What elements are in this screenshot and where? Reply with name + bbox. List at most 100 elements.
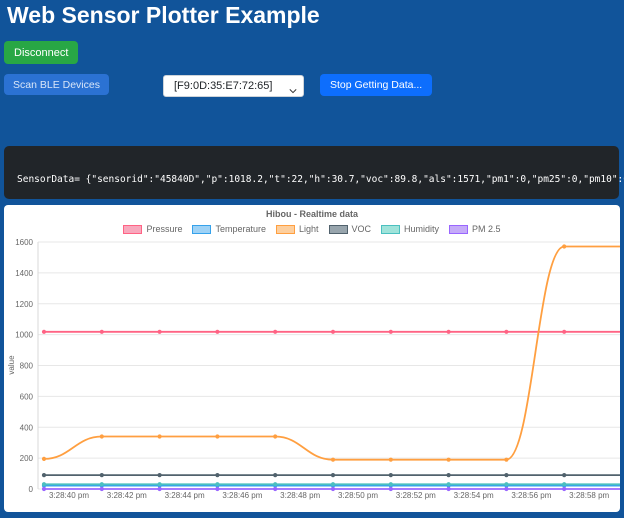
series-line-light xyxy=(43,245,620,461)
data-point xyxy=(273,434,278,439)
x-tick-label: 3:28:58 pm xyxy=(569,491,609,500)
legend-swatch xyxy=(381,224,401,234)
legend-label: Pressure xyxy=(146,224,183,234)
legend-label: Temperature xyxy=(215,224,266,234)
chart-canvas[interactable]: 0 200 400 600 800 1000 1200 1400 1600 3:28:40 pm 3… xyxy=(4,234,620,506)
data-point xyxy=(157,473,162,478)
y-tick-label: 800 xyxy=(20,362,34,371)
legend-label: Light xyxy=(298,224,319,234)
data-point xyxy=(99,486,104,492)
data-point xyxy=(388,482,393,487)
x-tick-label: 3:28:44 pm xyxy=(165,491,205,500)
data-point xyxy=(388,329,393,334)
y-tick-label: 0 xyxy=(29,485,34,494)
data-point xyxy=(388,473,393,478)
data-point xyxy=(562,486,567,492)
data-point xyxy=(562,482,567,487)
x-tick-label: 3:28:40 pm xyxy=(49,491,89,500)
chart-holder: 0 200 400 600 800 1000 1200 1400 1600 3:28:40 pm 3… xyxy=(4,234,620,511)
x-tick-label: 3:28:46 pm xyxy=(222,491,262,500)
legend-item-temperature[interactable]: Temperature xyxy=(192,224,266,234)
y-tick-label: 1400 xyxy=(15,269,33,278)
legend-item-pm-2-5[interactable]: PM 2.5 xyxy=(449,224,501,234)
data-point xyxy=(215,482,220,487)
x-tick-label: 3:28:50 pm xyxy=(338,491,378,500)
x-tick-label: 3:28:48 pm xyxy=(280,491,320,500)
chart-legend: Pressure Temperature Light VOC Humidity PM 2.… xyxy=(4,224,620,234)
y-axis-title: value xyxy=(7,355,16,375)
data-point xyxy=(41,473,47,478)
data-point xyxy=(504,329,509,334)
data-point xyxy=(388,457,393,462)
data-point xyxy=(446,482,451,487)
data-point xyxy=(215,434,220,439)
legend-label: PM 2.5 xyxy=(472,224,501,234)
x-tick-label: 3:28:56 pm xyxy=(511,491,551,500)
data-point xyxy=(273,329,278,334)
data-point xyxy=(41,329,47,334)
legend-swatch xyxy=(328,224,348,234)
data-point xyxy=(446,473,451,478)
data-point xyxy=(41,486,47,492)
data-point xyxy=(99,473,104,478)
data-point xyxy=(562,244,567,249)
data-point xyxy=(157,434,162,439)
y-tick-label: 1000 xyxy=(15,331,33,340)
chart-title: Hibou - Realtime data xyxy=(265,209,358,219)
legend-swatch xyxy=(275,224,295,234)
data-point xyxy=(388,486,393,492)
x-tick-label: 3:28:42 pm xyxy=(107,491,147,500)
data-point xyxy=(215,486,220,492)
legend-swatch xyxy=(449,224,469,234)
page-title: Web Sensor Plotter Example xyxy=(7,2,320,28)
data-point xyxy=(504,457,509,462)
device-select-wrap: [F9:0D:35:E7:72:65] xyxy=(163,75,304,97)
legend-label: VOC xyxy=(351,224,372,234)
data-point xyxy=(446,486,451,492)
data-point xyxy=(99,434,104,439)
legend-item-light[interactable]: Light xyxy=(275,224,319,234)
y-tick-label: 600 xyxy=(20,392,34,401)
data-point xyxy=(99,482,104,487)
data-point xyxy=(215,473,220,478)
data-point xyxy=(330,473,336,478)
sensor-data-console: SensorData= {"sensorid":"45840D","p":101… xyxy=(4,146,624,199)
x-tick-label: 3:28:52 pm xyxy=(396,491,436,500)
stop-getting-data-button[interactable]: Stop Getting Data... xyxy=(320,74,433,96)
y-tick-label: 1600 xyxy=(15,238,33,247)
data-point xyxy=(273,486,278,492)
data-point xyxy=(215,329,220,334)
legend-item-pressure[interactable]: Pressure xyxy=(123,224,182,234)
data-point xyxy=(504,473,509,478)
y-tick-label: 1200 xyxy=(15,300,33,309)
data-point xyxy=(99,329,104,334)
device-select[interactable]: [F9:0D:35:E7:72:65] xyxy=(163,75,304,97)
legend-item-voc[interactable]: VOC xyxy=(328,224,372,234)
data-point xyxy=(330,457,336,462)
sensor-data-text: SensorData= {"sensorid":"45840D","p":101… xyxy=(17,174,624,185)
y-tick-label: 200 xyxy=(20,454,34,463)
scan-ble-devices-button[interactable]: Scan BLE Devices xyxy=(4,74,109,95)
chart-card: Hibou - Realtime data Pressure Temperatur… xyxy=(4,205,620,512)
legend-label: Humidity xyxy=(404,224,440,234)
data-point xyxy=(157,486,162,492)
data-point xyxy=(157,329,162,334)
legend-swatch xyxy=(123,224,143,234)
data-point xyxy=(330,482,336,487)
y-tick-label: 400 xyxy=(20,423,34,432)
data-point xyxy=(504,486,509,492)
data-point xyxy=(273,482,278,487)
legend-item-humidity[interactable]: Humidity xyxy=(381,224,439,234)
legend-swatch xyxy=(192,224,212,234)
disconnect-button[interactable]: Disconnect xyxy=(4,41,79,64)
data-point xyxy=(273,473,278,478)
data-point xyxy=(562,329,567,334)
data-point xyxy=(330,329,336,334)
data-point xyxy=(41,456,47,461)
data-point xyxy=(157,482,162,487)
data-point xyxy=(446,457,451,462)
data-point xyxy=(562,473,567,478)
data-point xyxy=(41,482,47,487)
x-tick-label: 3:28:54 pm xyxy=(454,491,494,500)
data-point xyxy=(330,486,336,492)
